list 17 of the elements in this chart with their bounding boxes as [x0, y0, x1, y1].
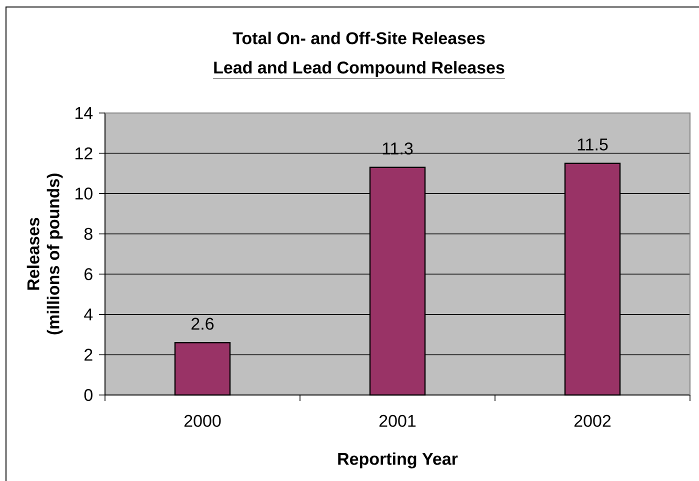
x-tick-label: 2001: [379, 414, 416, 427]
y-tick-label: 8: [84, 228, 92, 240]
y-tick-label: 14: [76, 107, 93, 119]
chart-subtitle: Lead and Lead Compound Releases: [214, 61, 504, 77]
x-tick-label: 2002: [574, 414, 611, 427]
y-tick-label: 2: [84, 348, 92, 361]
y-tick-label: 0: [84, 388, 92, 402]
data-label: 2.6: [192, 318, 214, 330]
chart-title: Total On- and Off-Site Releases: [232, 32, 485, 44]
y-tick-label: 4: [84, 308, 93, 320]
y-tick-label: 10: [76, 188, 92, 200]
data-label: 11.5: [578, 138, 608, 150]
y-tick-label: 6: [84, 268, 92, 280]
x-tick-label: 2000: [184, 414, 221, 427]
y-tick-label: 12: [76, 147, 92, 160]
y-axis-title: Releases (millions of pounds): [26, 174, 63, 334]
x-axis-title: Reporting Year: [338, 452, 458, 468]
